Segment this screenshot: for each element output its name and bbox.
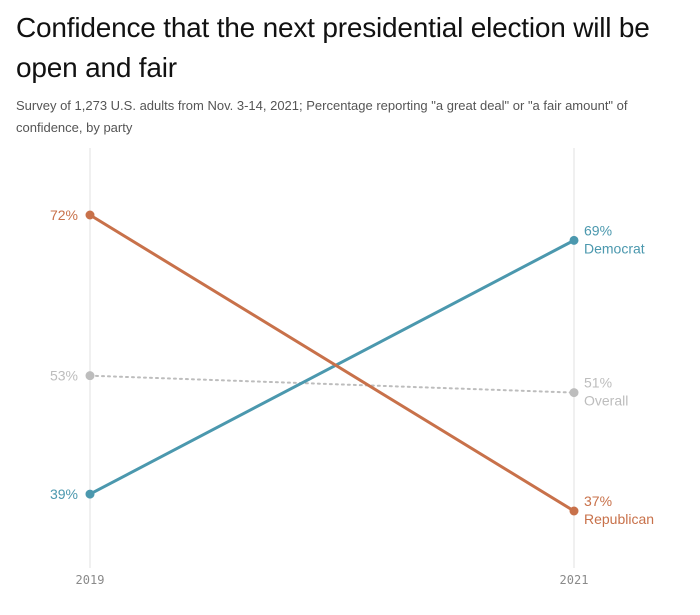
value-label-democrat-2021: 69% [584, 222, 612, 238]
value-label-republican-2019: 72% [50, 207, 78, 223]
series-label-democrat: Democrat [584, 240, 645, 256]
series-line-democrat [88, 238, 576, 496]
x-tick-label-2021: 2021 [560, 573, 589, 587]
x-tick-label-2019: 2019 [76, 573, 105, 587]
data-point-republican-2019 [85, 210, 95, 220]
chart-subtitle: Survey of 1,273 U.S. adults from Nov. 3-… [16, 98, 628, 135]
data-point-republican-2021 [569, 506, 579, 516]
chart-title: Confidence that the next presidential el… [16, 12, 650, 83]
value-label-overall-2019: 53% [50, 368, 78, 384]
data-point-democrat-2021 [569, 235, 579, 245]
data-point-overall-2019 [85, 371, 95, 381]
series-line-overall [89, 374, 575, 394]
data-point-overall-2021 [569, 388, 579, 398]
data-point-democrat-2019 [85, 489, 95, 499]
series-line-republican [88, 213, 576, 513]
value-label-republican-2021: 37% [584, 493, 612, 509]
value-label-overall-2021: 51% [584, 375, 612, 391]
series-label-overall: Overall [584, 393, 628, 409]
series-label-republican: Republican [584, 511, 654, 527]
value-label-democrat-2019: 39% [50, 486, 78, 502]
